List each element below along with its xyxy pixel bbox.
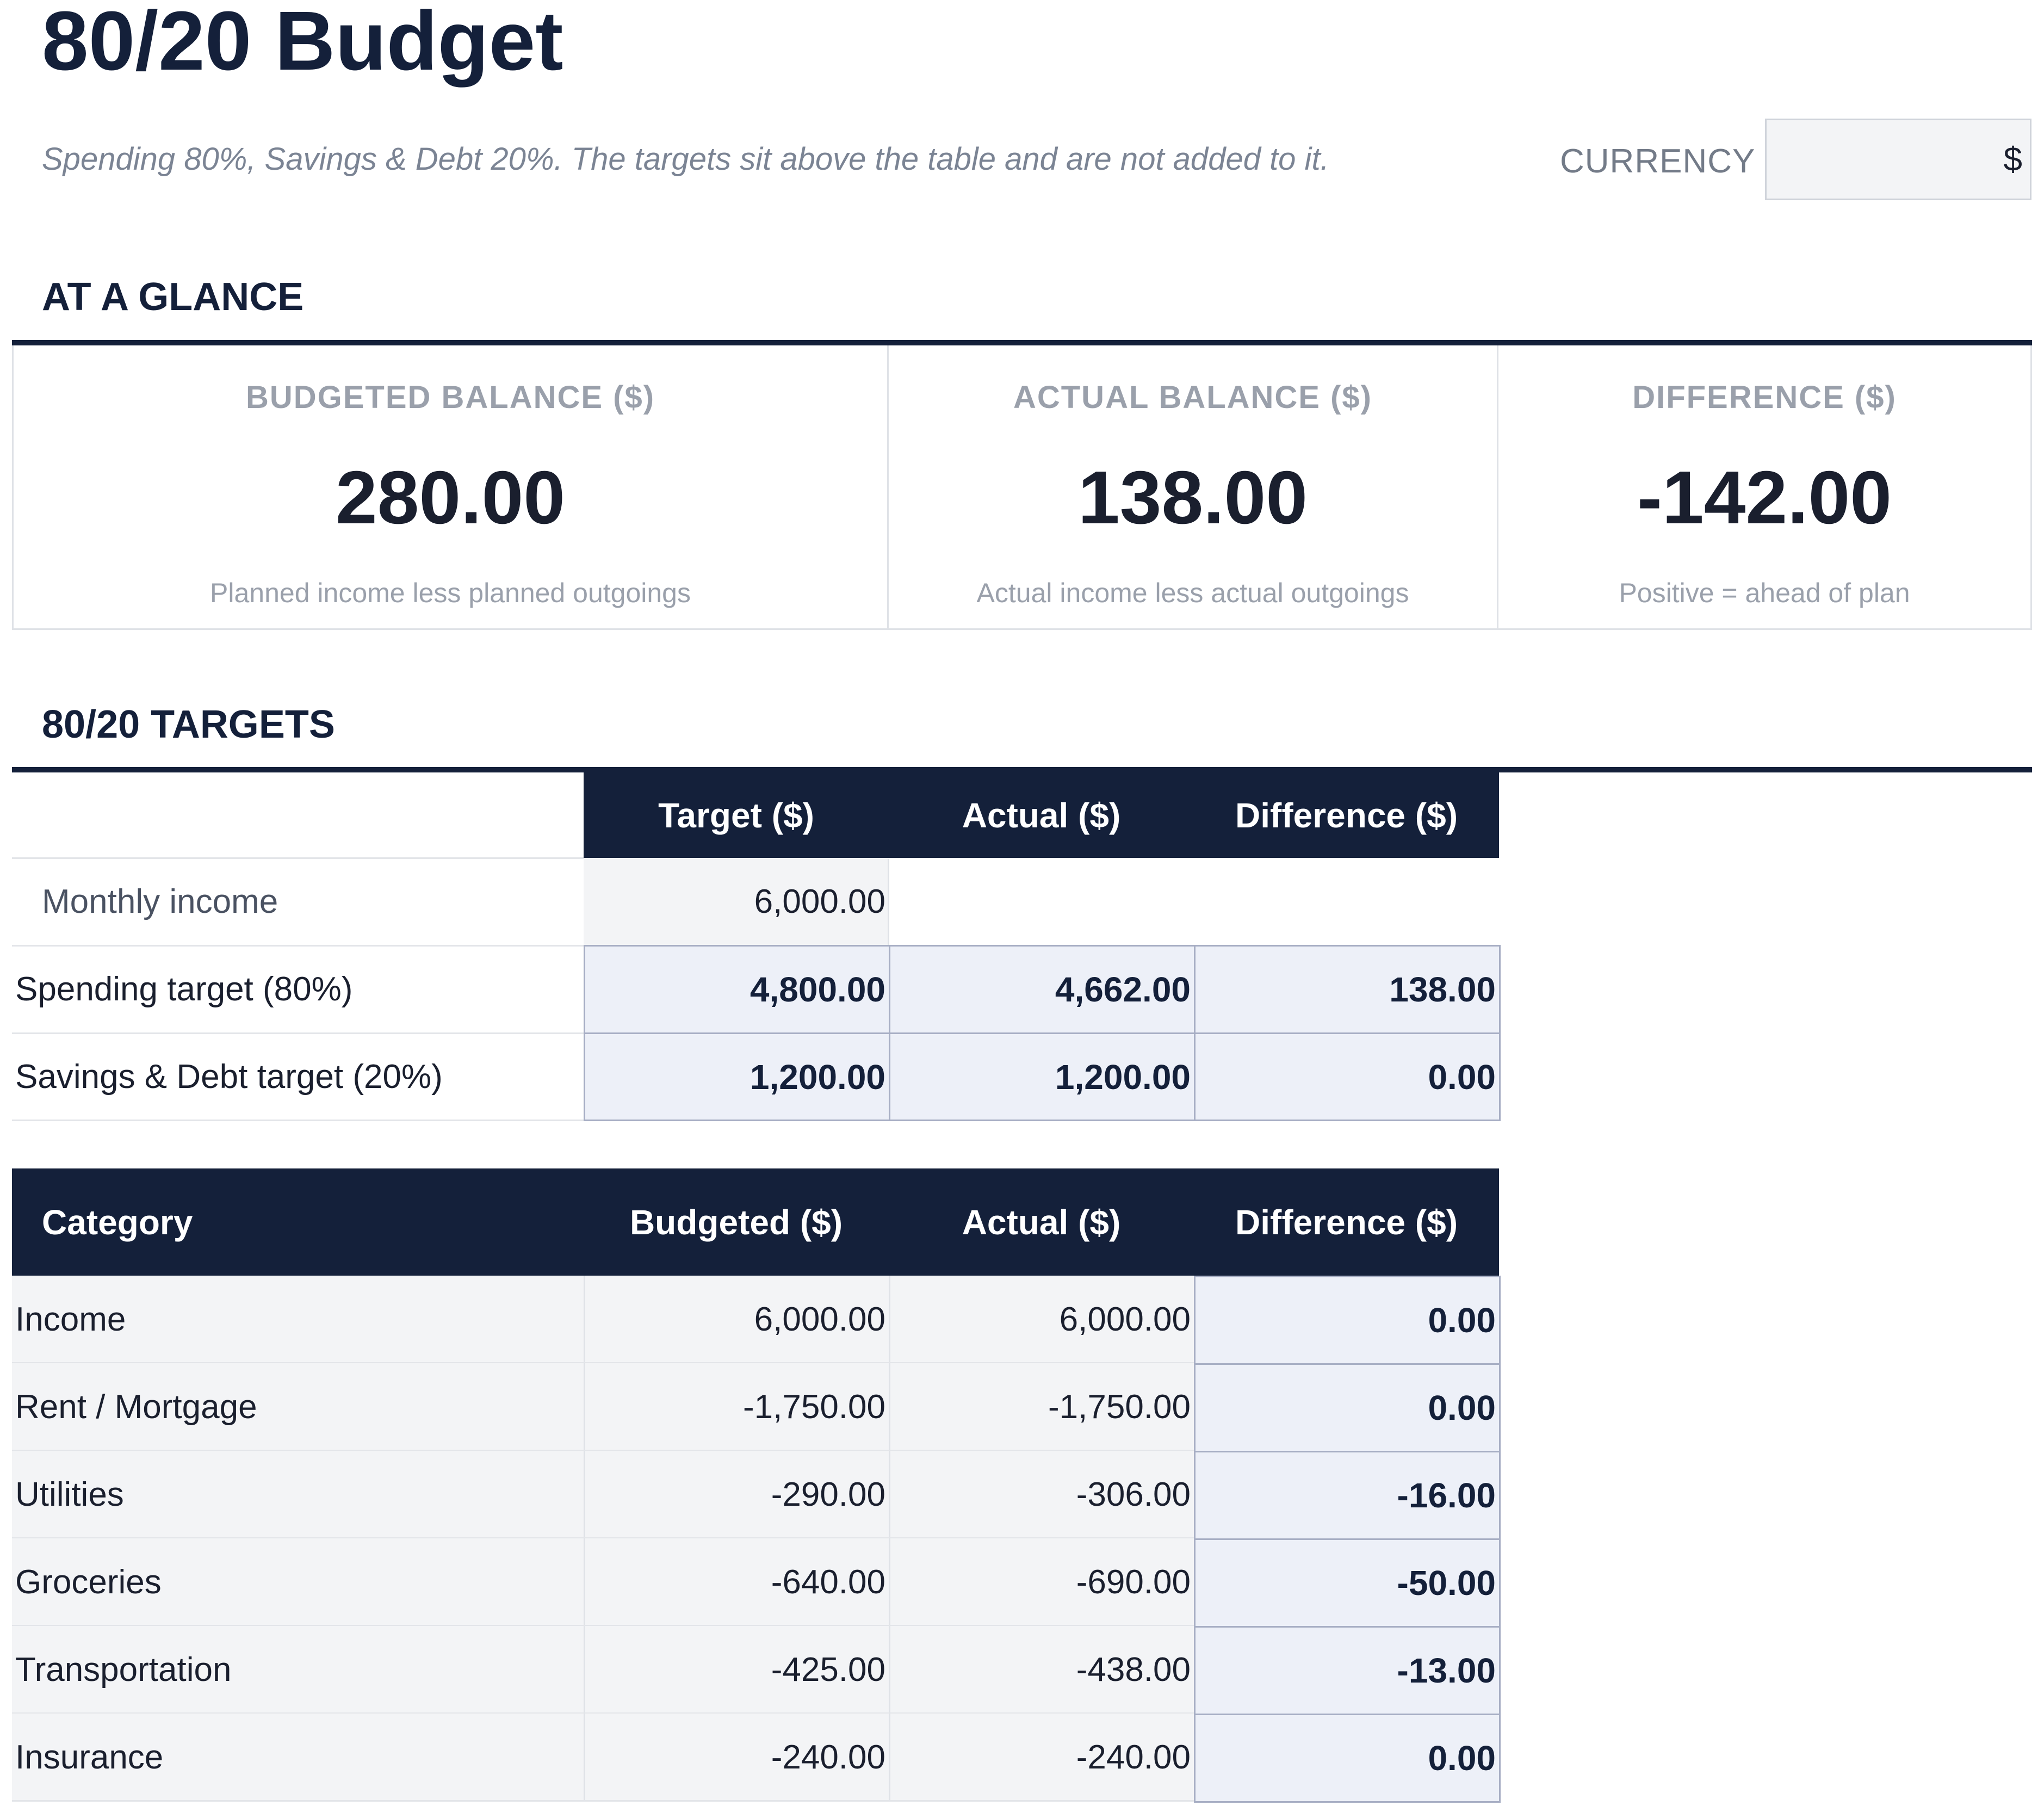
actual-balance-label: ACTUAL BALANCE ($) xyxy=(1013,380,1372,415)
targets-header-target: Target ($) xyxy=(584,772,889,858)
targets-savings-actual[interactable]: 1,200.00 xyxy=(889,1032,1196,1121)
category-name: Groceries xyxy=(12,1538,584,1626)
categories-header-difference: Difference ($) xyxy=(1194,1168,1499,1276)
category-actual[interactable]: -438.00 xyxy=(889,1626,1194,1714)
category-name: Utilities xyxy=(12,1451,584,1538)
targets-spending-actual[interactable]: 4,662.00 xyxy=(889,945,1196,1034)
targets-spending-target[interactable]: 4,800.00 xyxy=(584,945,890,1034)
currency-label: CURRENCY xyxy=(1560,143,1756,180)
difference-label: DIFFERENCE ($) xyxy=(1632,380,1897,415)
targets-row-label: Spending target (80%) xyxy=(15,970,353,1008)
budgeted-balance-note: Planned income less planned outgoings xyxy=(210,578,691,608)
targets-savings-target[interactable]: 1,200.00 xyxy=(584,1032,890,1121)
difference-value: -142.00 xyxy=(1637,456,1892,540)
actual-balance-card: ACTUAL BALANCE ($) 138.00 Actual income … xyxy=(887,345,1498,630)
category-actual[interactable]: 6,000.00 xyxy=(889,1276,1194,1363)
category-difference[interactable]: -50.00 xyxy=(1194,1538,1501,1628)
category-actual[interactable]: -240.00 xyxy=(889,1714,1194,1801)
category-budgeted[interactable]: 6,000.00 xyxy=(584,1276,889,1363)
row-divider xyxy=(12,1712,1194,1714)
page-title: 80/20 Budget xyxy=(42,0,563,88)
targets-title: 80/20 TARGETS xyxy=(42,703,335,746)
difference-note: Positive = ahead of plan xyxy=(1619,578,1910,608)
row-divider xyxy=(12,1625,1194,1627)
actual-balance-value: 138.00 xyxy=(1077,456,1308,540)
targets-row-label: Monthly income xyxy=(42,883,278,920)
row-divider xyxy=(12,1362,1194,1364)
category-budgeted[interactable]: -240.00 xyxy=(584,1714,889,1801)
category-budgeted[interactable]: -425.00 xyxy=(584,1626,889,1714)
category-difference[interactable]: 0.00 xyxy=(1194,1276,1501,1365)
targets-spending-difference[interactable]: 138.00 xyxy=(1194,945,1501,1034)
row-divider xyxy=(12,1537,1194,1539)
category-name: Income xyxy=(12,1276,584,1363)
targets-savings-difference[interactable]: 0.00 xyxy=(1194,1032,1501,1121)
category-difference[interactable]: 0.00 xyxy=(1194,1363,1501,1452)
categories-header-category: Category xyxy=(12,1168,584,1276)
page-subtitle: Spending 80%, Savings & Debt 20%. The ta… xyxy=(42,141,1329,177)
targets-header-difference: Difference ($) xyxy=(1194,772,1499,858)
category-name: Transportation xyxy=(12,1626,584,1714)
actual-balance-note: Actual income less actual outgoings xyxy=(976,578,1409,608)
budgeted-balance-label: BUDGETED BALANCE ($) xyxy=(245,380,655,415)
categories-header-budgeted: Budgeted ($) xyxy=(584,1168,889,1276)
targets-divider xyxy=(12,767,2032,772)
at-a-glance-title: AT A GLANCE xyxy=(42,275,304,319)
category-difference[interactable]: 0.00 xyxy=(1194,1714,1501,1803)
category-actual[interactable]: -1,750.00 xyxy=(889,1363,1194,1451)
category-actual[interactable]: -690.00 xyxy=(889,1538,1194,1626)
targets-header-actual: Actual ($) xyxy=(889,772,1194,858)
categories-header-actual: Actual ($) xyxy=(889,1168,1194,1276)
budgeted-balance-card: BUDGETED BALANCE ($) 280.00 Planned inco… xyxy=(12,345,889,630)
budgeted-balance-value: 280.00 xyxy=(335,456,566,540)
row-divider xyxy=(12,1800,1194,1802)
category-actual[interactable]: -306.00 xyxy=(889,1451,1194,1538)
category-difference[interactable]: -13.00 xyxy=(1194,1626,1501,1715)
category-difference[interactable]: -16.00 xyxy=(1194,1451,1501,1540)
targets-monthly-income-value[interactable]: 6,000.00 xyxy=(584,859,889,945)
category-budgeted[interactable]: -640.00 xyxy=(584,1538,889,1626)
category-budgeted[interactable]: -290.00 xyxy=(584,1451,889,1538)
at-a-glance-panel: BUDGETED BALANCE ($) 280.00 Planned inco… xyxy=(12,340,2032,630)
category-budgeted[interactable]: -1,750.00 xyxy=(584,1363,889,1451)
row-divider xyxy=(12,1450,1194,1451)
targets-row-label: Savings & Debt target (20%) xyxy=(15,1057,443,1096)
category-name: Rent / Mortgage xyxy=(12,1363,584,1451)
difference-card: DIFFERENCE ($) -142.00 Positive = ahead … xyxy=(1497,345,2032,630)
category-name: Insurance xyxy=(12,1714,584,1801)
currency-input[interactable] xyxy=(1765,119,2031,200)
